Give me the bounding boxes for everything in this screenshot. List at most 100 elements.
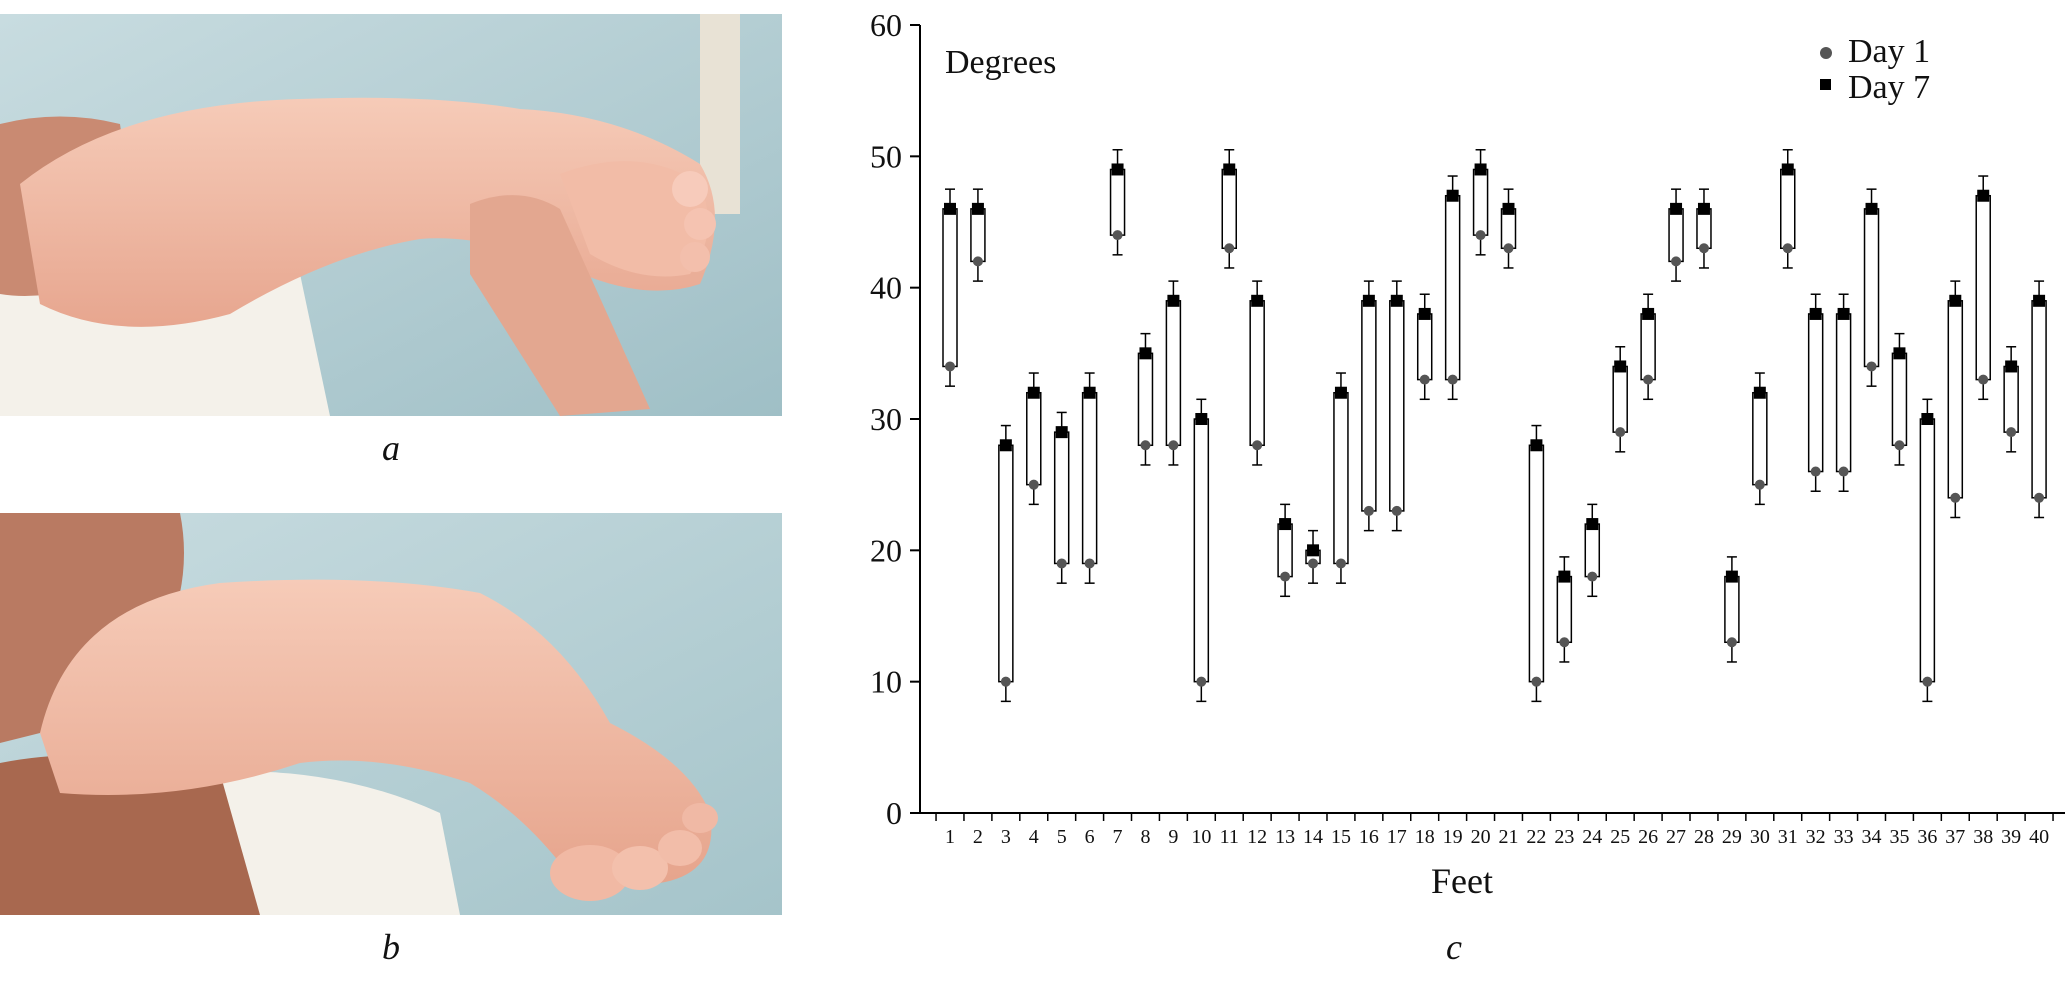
range-bar: [1528, 444, 1545, 683]
x-tick-label: 22: [1526, 826, 1546, 848]
day7-point: [999, 439, 1012, 452]
x-axis: 1 2 3 4 5 6 7 8 9 10 11 12 13 14 15 16 17 18 19 20 21 22 23 24 2…: [920, 812, 2065, 848]
day1-point: [1475, 230, 1486, 241]
x-tick-label: 20: [1471, 826, 1491, 848]
day7-point: [1781, 163, 1794, 176]
range-bar: [1640, 313, 1656, 381]
x-tick-label: 29: [1722, 826, 1742, 848]
y-tick-label: 30: [870, 401, 902, 437]
day7-point: [1502, 202, 1515, 215]
range-bar: [1389, 300, 1405, 512]
legend-day1-marker-icon: [1820, 47, 1832, 59]
day1-point: [1643, 374, 1654, 385]
day7-point: [1586, 518, 1599, 531]
day7-point: [1977, 189, 1990, 202]
range-bar: [2003, 365, 2019, 433]
range-bar: [1081, 391, 1098, 565]
day1-point: [1559, 637, 1570, 648]
range-bar: [1249, 300, 1265, 447]
y-tick-label: 10: [870, 664, 902, 700]
x-tick-label: 24: [1582, 826, 1602, 848]
day1-point: [1028, 479, 1039, 490]
day1-point: [1922, 676, 1933, 687]
day1-point: [1363, 505, 1374, 516]
y-tick-label: 20: [870, 532, 902, 568]
range-bar: [1556, 575, 1573, 644]
y-tick-label: 60: [870, 7, 902, 43]
day1-point: [945, 361, 955, 372]
day7-point: [1670, 202, 1683, 215]
range-bar: [1807, 313, 1824, 473]
x-tick-label: 27: [1666, 826, 1686, 848]
x-tick-label: 7: [1113, 826, 1123, 848]
day1-point: [1335, 558, 1346, 569]
bars: [942, 149, 2047, 703]
day7-point: [971, 202, 984, 215]
day7-point: [1865, 202, 1878, 215]
day1-point: [1224, 243, 1235, 254]
range-bar: [1863, 208, 1880, 368]
day1-point: [1391, 505, 1402, 516]
day7-point: [1418, 307, 1431, 320]
photo-b-infant-foot: [0, 513, 782, 915]
day1-point: [1531, 676, 1542, 687]
day7-point: [2005, 360, 2018, 373]
day1-point: [1140, 440, 1151, 451]
day1-point: [1000, 676, 1011, 687]
x-tick-label: 33: [1834, 826, 1854, 848]
day1-point: [1894, 440, 1905, 451]
x-tick-label: 18: [1415, 826, 1435, 848]
range-bar: [1947, 300, 1964, 499]
x-tick-label: 32: [1806, 826, 1826, 848]
day1-point: [1112, 230, 1123, 241]
day1-point: [1866, 361, 1877, 372]
day7-point: [1558, 570, 1571, 583]
day1-point: [1754, 479, 1765, 490]
y-axis: 0 10 20 30 40 50 60: [870, 7, 921, 831]
y-tick-label: 40: [870, 270, 902, 306]
range-bar: [1193, 418, 1210, 683]
range-bar: [1584, 523, 1601, 578]
range-bar: [1472, 168, 1489, 236]
day7-point: [1167, 294, 1180, 307]
x-tick-label: 38: [1973, 826, 1993, 848]
range-bar: [1053, 431, 1070, 565]
day7-point: [1474, 163, 1487, 176]
x-tick-label: 23: [1554, 826, 1574, 848]
range-bar: [1780, 168, 1796, 250]
day1-point: [1838, 466, 1849, 477]
day7-point: [1279, 518, 1292, 531]
range-bar: [1891, 352, 1908, 447]
day7-point: [1223, 163, 1236, 176]
day1-point: [1698, 243, 1709, 254]
x-tick-label: 40: [2029, 826, 2049, 848]
infant-foot-photo-icon: [0, 513, 782, 915]
day1-point: [1252, 440, 1263, 451]
day1-point: [1810, 466, 1821, 477]
x-tick-label: 13: [1275, 826, 1295, 848]
range-bar: [1137, 352, 1154, 447]
day1-point: [1419, 374, 1430, 385]
day7-point: [1362, 294, 1375, 307]
x-tick-label: 15: [1331, 826, 1351, 848]
x-tick-label: 6: [1085, 826, 1095, 848]
x-tick-label: 11: [1220, 826, 1239, 848]
day1-point: [1978, 374, 1989, 385]
day7-point: [1837, 307, 1850, 320]
x-tick-label: 10: [1191, 826, 1211, 848]
day1-point: [1615, 427, 1626, 438]
x-tick-label: 35: [1889, 826, 1909, 848]
day7-point: [1725, 570, 1738, 583]
day7-point: [1809, 307, 1822, 320]
y-tick-label: 50: [870, 138, 902, 174]
x-axis-label: Feet: [1431, 861, 1493, 901]
x-tick-label: 37: [1945, 826, 1965, 848]
day7-point: [1753, 386, 1766, 399]
day1-point: [1587, 571, 1598, 582]
day7-point: [1334, 386, 1347, 399]
day1-point: [1671, 256, 1682, 267]
day1-point: [1308, 558, 1319, 569]
day1-point: [1196, 676, 1207, 687]
x-tick-label: 8: [1140, 826, 1150, 848]
range-bar: [998, 444, 1014, 683]
